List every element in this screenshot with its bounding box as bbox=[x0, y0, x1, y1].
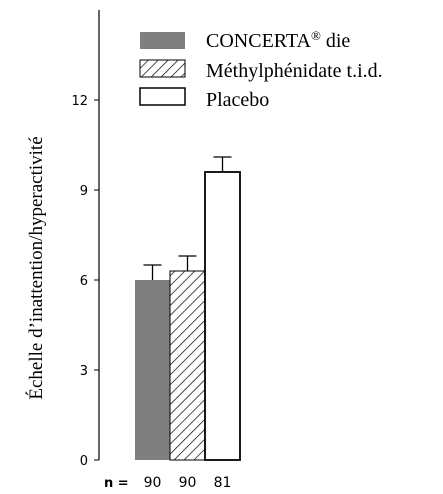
y-tick-label: 6 bbox=[80, 274, 88, 289]
n-label: n = bbox=[104, 476, 129, 491]
y-axis-ticks: 0 3 6 9 12 bbox=[71, 94, 99, 469]
n-value-concerta: 90 bbox=[144, 475, 162, 491]
y-tick-label: 0 bbox=[80, 454, 88, 469]
y-tick-label: 12 bbox=[71, 94, 88, 109]
bar-concerta bbox=[135, 280, 170, 460]
legend-label-methylphenidate: Méthylphénidate t.i.d. bbox=[206, 60, 383, 82]
bar-m-thylph-nidate-t-i-d bbox=[169, 270, 206, 461]
legend-label-concerta: CONCERTA® die bbox=[206, 28, 350, 53]
legend: CONCERTA® die Méthylphénidate t.i.d. Pla… bbox=[139, 28, 383, 111]
n-values: 90 90 81 bbox=[144, 475, 232, 491]
y-axis-label: Échelle d’inattention/hyperactivité bbox=[25, 136, 47, 399]
n-value-m-thylph-nidate-t-i-d: 90 bbox=[179, 475, 197, 491]
legend-swatch-concerta bbox=[140, 32, 185, 49]
y-tick-label: 9 bbox=[80, 184, 88, 199]
n-value-placebo: 81 bbox=[214, 475, 232, 491]
bar-placebo bbox=[204, 171, 241, 461]
legend-concerta-suffix: die bbox=[321, 30, 351, 52]
legend-concerta-superscript: ® bbox=[311, 28, 321, 43]
legend-swatch-methylphenidate bbox=[139, 59, 186, 78]
legend-label-placebo: Placebo bbox=[206, 89, 269, 111]
legend-concerta-name: CONCERTA bbox=[206, 30, 312, 52]
legend-swatch-placebo bbox=[139, 87, 186, 106]
y-tick-label: 3 bbox=[80, 364, 88, 379]
bars-group bbox=[135, 156, 241, 461]
